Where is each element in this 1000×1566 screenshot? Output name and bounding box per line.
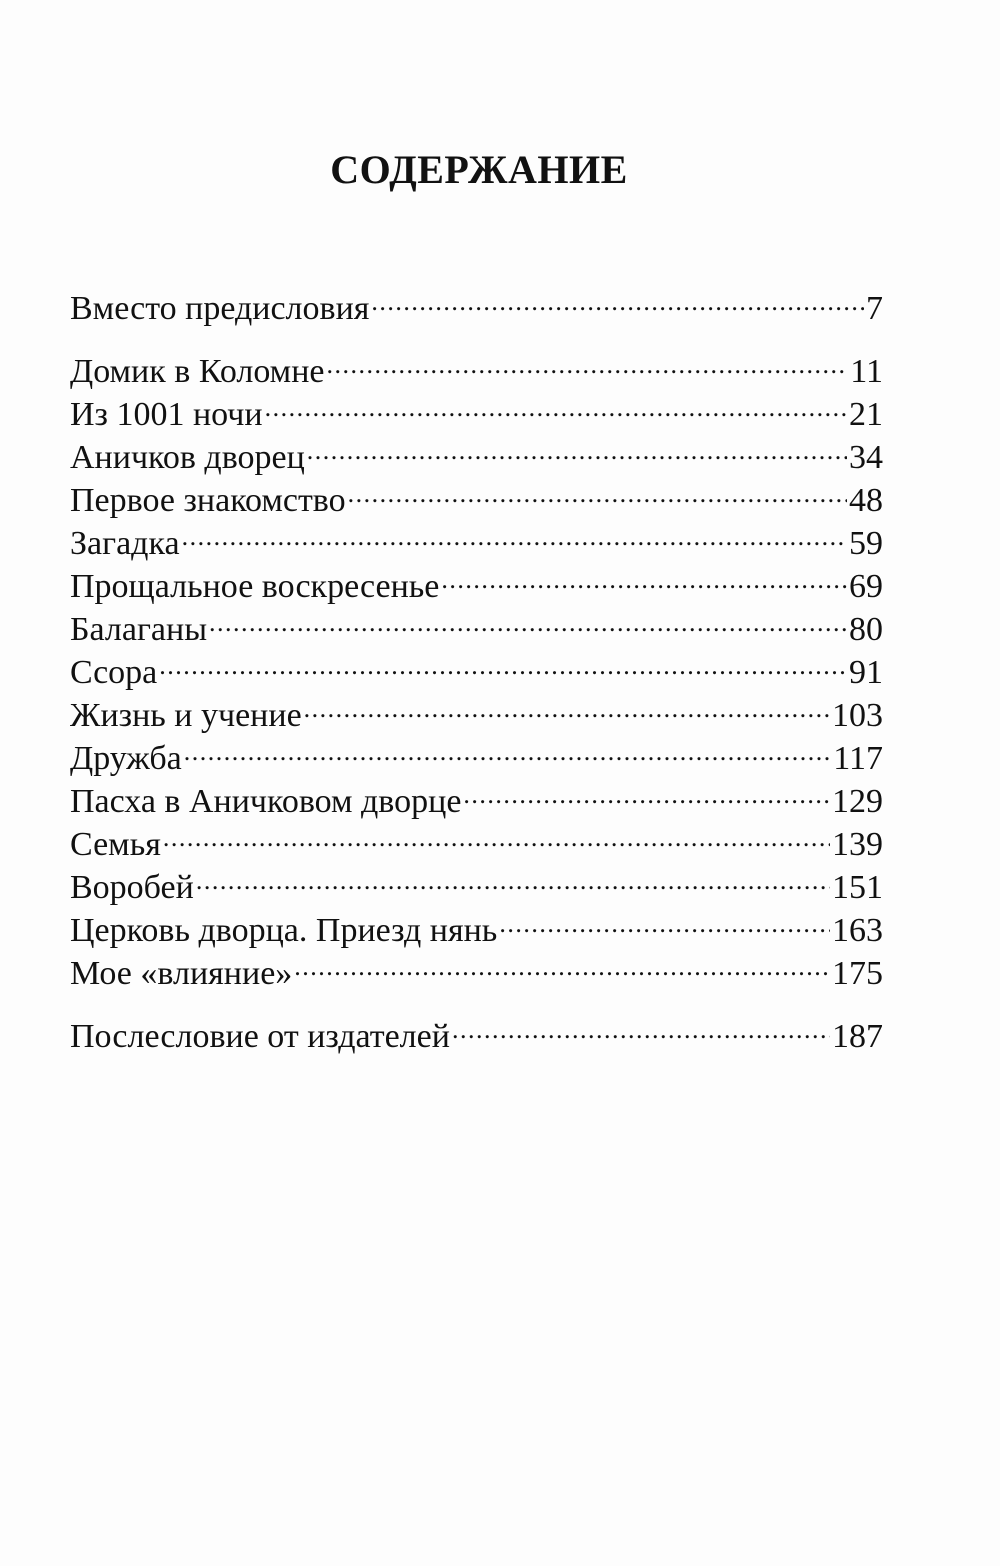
entry-page: 163 <box>832 912 883 949</box>
entry-page: 7 <box>866 290 883 327</box>
entry-page: 103 <box>832 697 883 734</box>
entry-page: 175 <box>832 955 883 992</box>
dot-leader <box>307 425 847 468</box>
entry-title: Аничков дворец <box>70 439 305 476</box>
entry-title: Мое «влияние» <box>70 955 293 992</box>
page-title: СОДЕРЖАНИЕ <box>330 147 628 192</box>
entry-page: 117 <box>833 740 883 777</box>
dot-leader <box>184 726 832 769</box>
entry-title: Дружба <box>70 740 182 777</box>
entry-title: Ссора <box>70 654 158 691</box>
entry-page: 139 <box>832 826 883 863</box>
entry-page: 80 <box>849 611 883 648</box>
entry-page: 91 <box>849 654 883 691</box>
entry-title: Из 1001 ночи <box>70 396 263 433</box>
entry-page: 59 <box>849 525 883 562</box>
dot-leader <box>182 511 847 554</box>
table-of-contents: Вместо предисловия7Домик в Коломне11Из 1… <box>70 276 883 1055</box>
dot-leader <box>294 941 830 984</box>
dot-leader <box>371 276 864 319</box>
entry-page: 69 <box>849 568 883 605</box>
entry-page: 48 <box>849 482 883 519</box>
toc-entry: Ссора 91 <box>70 640 883 691</box>
dot-leader <box>441 554 847 597</box>
dot-leader <box>209 597 847 640</box>
entry-page: 34 <box>849 439 883 476</box>
toc-entry: Воробей 151 <box>70 855 883 906</box>
toc-entry: Аничков дворец 34 <box>70 425 883 476</box>
toc-entry: Балаганы80 <box>70 597 883 648</box>
toc-entry: Церковь дворца. Приезд нянь163 <box>70 898 883 949</box>
entry-title: Воробей <box>70 869 194 906</box>
dot-leader <box>327 339 849 382</box>
toc-entry: Дружба 117 <box>70 726 883 777</box>
dot-leader <box>304 683 830 726</box>
toc-entry: Послесловие от издателей 187 <box>70 1004 883 1055</box>
entry-title: Послесловие от издателей <box>70 1018 450 1055</box>
toc-entry: Мое «влияние» 175 <box>70 941 883 992</box>
entry-page: 11 <box>850 353 883 390</box>
entry-page: 151 <box>832 869 883 906</box>
dot-leader <box>348 468 847 511</box>
toc-entry: Семья 139 <box>70 812 883 863</box>
toc-entry: Пасха в Аничковом дворце129 <box>70 769 883 820</box>
entry-page: 129 <box>832 783 883 820</box>
dot-leader <box>265 382 847 425</box>
toc-entry: Вместо предисловия 7 <box>70 276 883 327</box>
toc-entry: Жизнь и учение103 <box>70 683 883 734</box>
entry-title: Загадка <box>70 525 180 562</box>
entry-page: 21 <box>849 396 883 433</box>
entry-page: 187 <box>832 1018 883 1055</box>
dot-leader <box>452 1004 830 1047</box>
dot-leader <box>196 855 830 898</box>
toc-entry: Из 1001 ночи 21 <box>70 382 883 433</box>
dot-leader <box>499 898 830 941</box>
toc-entry: Прощальное воскресенье69 <box>70 554 883 605</box>
dot-leader <box>463 769 830 812</box>
dot-leader <box>159 640 847 683</box>
toc-entry: Домик в Коломне11 <box>70 339 883 390</box>
entry-title: Вместо предисловия <box>70 290 370 327</box>
toc-entry: Загадка 59 <box>70 511 883 562</box>
entry-title: Семья <box>70 826 161 863</box>
dot-leader <box>163 812 830 855</box>
